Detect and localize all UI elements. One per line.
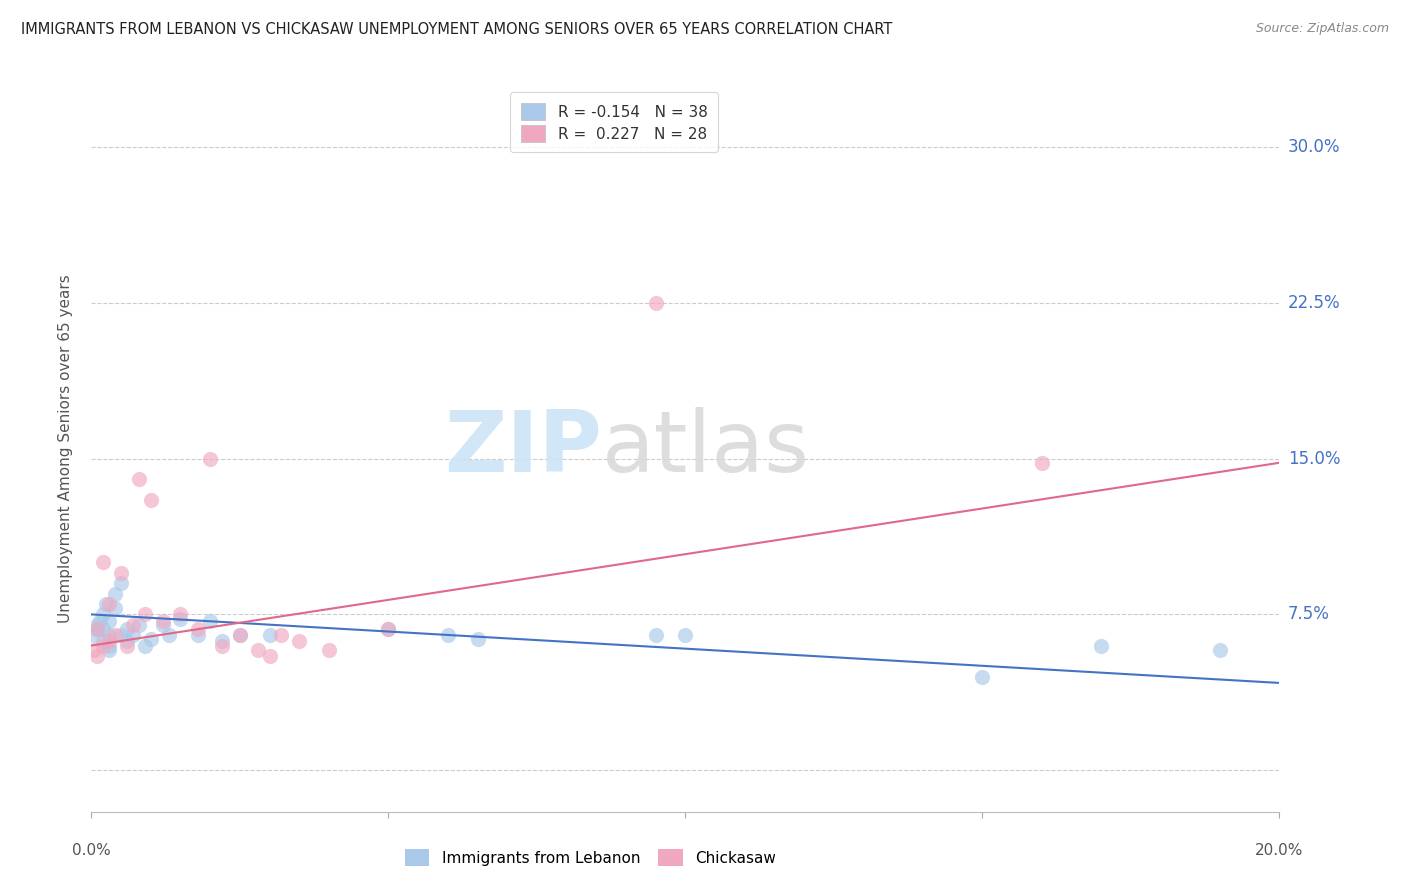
Text: 20.0%: 20.0% (1256, 843, 1303, 858)
Point (270, 628, 292, 642)
Point (259, 648, 281, 663)
Point (91, 622, 114, 636)
Text: 30.0%: 30.0% (1288, 138, 1340, 156)
Text: IMMIGRANTS FROM LEBANON VS CHICKASAW UNEMPLOYMENT AMONG SENIORS OVER 65 YEARS CO: IMMIGRANTS FROM LEBANON VS CHICKASAW UNE… (21, 22, 893, 37)
Point (91, 634, 114, 648)
Point (128, 472, 150, 486)
Point (377, 622, 399, 636)
Point (86, 648, 108, 663)
Point (98, 642, 121, 657)
Point (122, 617, 145, 632)
Point (1209, 642, 1232, 657)
Point (211, 634, 233, 648)
Text: 15.0%: 15.0% (1288, 450, 1340, 467)
Point (83, 642, 105, 657)
Point (115, 639, 138, 653)
Point (139, 493, 162, 508)
Point (157, 628, 180, 642)
Point (134, 607, 156, 622)
Point (288, 634, 311, 648)
Point (86, 622, 108, 636)
Point (211, 639, 233, 653)
Point (169, 607, 191, 622)
Point (98, 628, 121, 642)
Point (91, 607, 114, 622)
Point (200, 614, 222, 628)
Legend: Immigrants from Lebanon, Chickasaw: Immigrants from Lebanon, Chickasaw (405, 849, 776, 866)
Y-axis label: Unemployment Among Seniors over 65 years: Unemployment Among Seniors over 65 years (58, 274, 73, 623)
Point (110, 566, 132, 580)
Point (169, 611, 191, 625)
Point (98, 614, 121, 628)
Text: 22.5%: 22.5% (1288, 293, 1340, 312)
Point (436, 628, 458, 642)
Point (115, 634, 138, 648)
Point (673, 628, 696, 642)
Point (89, 614, 111, 628)
Point (104, 587, 127, 601)
Point (972, 670, 994, 684)
Point (115, 622, 138, 636)
Point (187, 628, 209, 642)
Point (110, 628, 132, 642)
Text: atlas: atlas (602, 407, 810, 490)
Point (644, 628, 666, 642)
Point (246, 642, 269, 657)
Point (200, 451, 222, 466)
Point (152, 617, 174, 632)
Point (152, 614, 174, 628)
Point (104, 628, 127, 642)
Text: ZIP: ZIP (444, 407, 602, 490)
Point (1090, 639, 1112, 653)
Point (83, 628, 105, 642)
Point (128, 617, 150, 632)
Point (91, 556, 114, 570)
Point (318, 642, 340, 657)
Point (1031, 456, 1053, 470)
Point (139, 632, 162, 647)
Point (91, 639, 114, 653)
Point (104, 601, 127, 615)
Point (86, 622, 108, 636)
Point (110, 576, 132, 591)
Point (86, 617, 108, 632)
Text: Source: ZipAtlas.com: Source: ZipAtlas.com (1256, 22, 1389, 36)
Point (259, 628, 281, 642)
Point (96, 597, 118, 611)
Text: 0.0%: 0.0% (72, 843, 111, 858)
Point (98, 597, 121, 611)
Point (467, 632, 489, 647)
Point (644, 296, 666, 310)
Point (122, 628, 145, 642)
Text: 7.5%: 7.5% (1288, 606, 1330, 624)
Point (98, 634, 121, 648)
Point (229, 628, 252, 642)
Point (187, 622, 209, 636)
Point (134, 639, 156, 653)
Point (229, 628, 252, 642)
Point (98, 639, 121, 653)
Point (377, 622, 399, 636)
